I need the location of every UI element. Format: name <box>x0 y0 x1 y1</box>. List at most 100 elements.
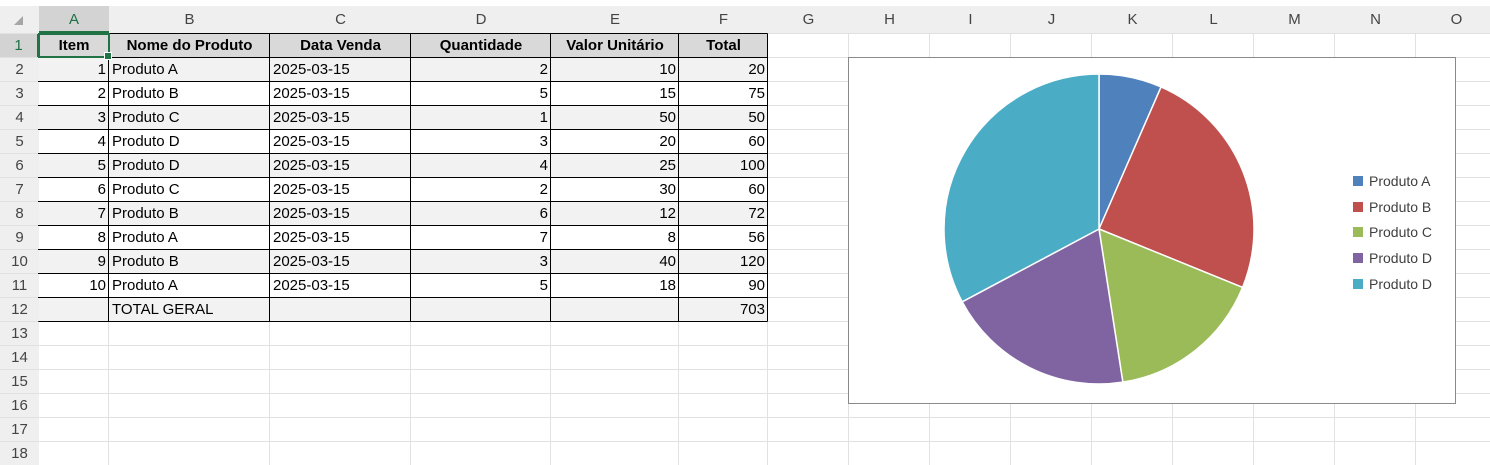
legend-item[interactable]: Produto D <box>1353 271 1432 297</box>
total-cell[interactable] <box>411 298 551 322</box>
column-header-k[interactable]: K <box>1092 6 1173 33</box>
table-cell[interactable]: 2025-03-15 <box>273 157 350 174</box>
row-header-6[interactable]: 6 <box>0 154 39 177</box>
table-cell[interactable]: 3 <box>539 253 548 270</box>
table-cell[interactable]: 2025-03-15 <box>273 61 350 78</box>
table-cell[interactable]: 5 <box>97 157 106 174</box>
chart-legend[interactable]: Produto A Produto B Produto C Produto D Prod… <box>1353 168 1432 297</box>
table-cell[interactable]: 18 <box>659 277 676 294</box>
table-cell[interactable]: 75 <box>748 85 765 102</box>
table-cell[interactable]: 4 <box>97 133 106 150</box>
table-cell[interactable]: 7 <box>97 205 106 222</box>
table-cell[interactable]: 2025-03-15 <box>273 205 350 222</box>
column-header-b[interactable]: B <box>109 6 270 33</box>
table-cell[interactable]: 50 <box>748 109 765 126</box>
row-header-9[interactable]: 9 <box>0 226 39 249</box>
column-header-e[interactable]: E <box>551 6 679 33</box>
table-cell[interactable]: 2025-03-15 <box>273 133 350 150</box>
table-cell[interactable]: 20 <box>748 61 765 78</box>
table-cell[interactable]: 56 <box>748 229 765 246</box>
table-cell[interactable]: Produto A <box>112 277 178 294</box>
table-cell[interactable]: 2025-03-15 <box>273 277 350 294</box>
column-header-m[interactable]: M <box>1254 6 1335 33</box>
column-header-a[interactable]: A <box>39 6 109 33</box>
table-cell[interactable]: 10 <box>659 61 676 78</box>
row-header-12[interactable]: 12 <box>0 298 39 321</box>
total-cell[interactable] <box>39 298 109 322</box>
table-cell[interactable]: 72 <box>748 205 765 222</box>
legend-item[interactable]: Produto A <box>1353 168 1432 194</box>
table-cell[interactable]: 2025-03-15 <box>273 253 350 270</box>
table-cell[interactable]: 60 <box>748 133 765 150</box>
table-cell[interactable]: 5 <box>539 85 548 102</box>
legend-item[interactable]: Produto D <box>1353 245 1432 271</box>
header-cell[interactable]: Valor Unitário <box>566 37 664 54</box>
table-cell[interactable]: 2 <box>97 85 106 102</box>
table-cell[interactable]: Produto D <box>112 133 180 150</box>
table-cell[interactable]: 7 <box>539 229 548 246</box>
table-cell[interactable]: 30 <box>659 181 676 198</box>
column-header-n[interactable]: N <box>1335 6 1416 33</box>
row-header-3[interactable]: 3 <box>0 82 39 105</box>
table-cell[interactable]: 60 <box>748 181 765 198</box>
row-header-13[interactable]: 13 <box>0 322 39 345</box>
row-header-15[interactable]: 15 <box>0 370 39 393</box>
row-header-18[interactable]: 18 <box>0 442 39 465</box>
row-header-5[interactable]: 5 <box>0 130 39 153</box>
table-cell[interactable]: 4 <box>539 157 548 174</box>
row-header-16[interactable]: 16 <box>0 394 39 417</box>
table-cell[interactable]: 15 <box>659 85 676 102</box>
column-header-i[interactable]: I <box>930 6 1011 33</box>
total-cell[interactable]: 703 <box>739 301 765 318</box>
table-cell[interactable]: 8 <box>97 229 106 246</box>
table-cell[interactable]: Produto A <box>112 229 178 246</box>
table-cell[interactable]: 1 <box>97 61 106 78</box>
table-cell[interactable]: 25 <box>659 157 676 174</box>
row-header-7[interactable]: 7 <box>0 178 39 201</box>
table-cell[interactable]: 3 <box>97 109 106 126</box>
table-cell[interactable]: 120 <box>739 253 765 270</box>
legend-item[interactable]: Produto B <box>1353 194 1432 220</box>
column-header-o[interactable]: O <box>1416 6 1490 33</box>
total-cell[interactable] <box>270 298 411 322</box>
table-cell[interactable]: 90 <box>748 277 765 294</box>
table-cell[interactable]: 50 <box>659 109 676 126</box>
row-header-17[interactable]: 17 <box>0 418 39 441</box>
header-cell[interactable]: Quantidade <box>439 37 523 54</box>
column-header-d[interactable]: D <box>411 6 551 33</box>
legend-item[interactable]: Produto C <box>1353 220 1432 246</box>
pie-slice-4[interactable] <box>961 227 1124 385</box>
table-cell[interactable]: 9 <box>97 253 106 270</box>
table-cell[interactable]: 3 <box>539 133 548 150</box>
table-cell[interactable]: 2025-03-15 <box>273 229 350 246</box>
column-header-h[interactable]: H <box>849 6 930 33</box>
table-cell[interactable]: 100 <box>739 157 765 174</box>
table-cell[interactable]: Produto A <box>112 61 178 78</box>
table-cell[interactable]: 6 <box>539 205 548 222</box>
table-cell[interactable]: 8 <box>667 229 676 246</box>
row-header-2[interactable]: 2 <box>0 58 39 81</box>
row-header-14[interactable]: 14 <box>0 346 39 369</box>
table-cell[interactable]: 20 <box>659 133 676 150</box>
total-cell[interactable]: TOTAL GERAL <box>112 301 214 318</box>
row-header-4[interactable]: 4 <box>0 106 39 129</box>
table-cell[interactable]: 2025-03-15 <box>273 181 350 198</box>
total-cell[interactable] <box>551 298 679 322</box>
header-cell[interactable]: Data Venda <box>300 37 381 54</box>
row-header-11[interactable]: 11 <box>0 274 39 297</box>
table-cell[interactable]: Produto B <box>112 253 179 270</box>
row-header-1[interactable]: 1 <box>0 34 39 57</box>
table-cell[interactable]: Produto B <box>112 205 179 222</box>
table-cell[interactable]: Produto C <box>112 181 180 198</box>
table-cell[interactable]: 1 <box>539 109 548 126</box>
header-cell[interactable]: Total <box>706 37 741 54</box>
table-cell[interactable]: 6 <box>97 181 106 198</box>
column-header-l[interactable]: L <box>1173 6 1254 33</box>
row-header-10[interactable]: 10 <box>0 250 39 273</box>
table-cell[interactable]: 2 <box>539 181 548 198</box>
table-cell[interactable]: Produto D <box>112 157 180 174</box>
table-cell[interactable]: 10 <box>89 277 106 294</box>
pie-slice-2[interactable] <box>1098 85 1255 289</box>
column-header-g[interactable]: G <box>768 6 849 33</box>
table-cell[interactable]: 2025-03-15 <box>273 109 350 126</box>
